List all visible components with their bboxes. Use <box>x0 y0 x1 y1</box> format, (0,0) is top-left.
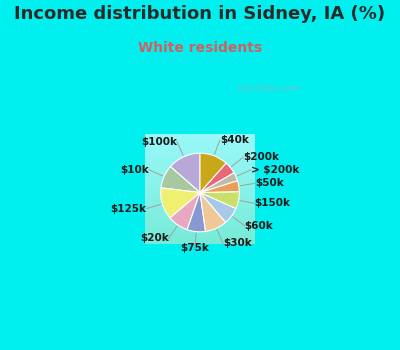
Text: $125k: $125k <box>111 204 147 214</box>
Wedge shape <box>170 193 200 230</box>
Wedge shape <box>170 153 200 193</box>
Text: > $200k: > $200k <box>251 165 299 175</box>
Text: $50k: $50k <box>255 178 284 188</box>
Text: $60k: $60k <box>245 221 274 231</box>
Wedge shape <box>200 163 234 193</box>
Wedge shape <box>161 188 200 218</box>
Wedge shape <box>187 193 206 232</box>
Wedge shape <box>161 167 200 193</box>
Wedge shape <box>200 191 239 209</box>
Wedge shape <box>200 173 238 193</box>
Text: Income distribution in Sidney, IA (%): Income distribution in Sidney, IA (%) <box>14 5 386 23</box>
Text: $40k: $40k <box>220 135 249 146</box>
Text: City-Data.com: City-Data.com <box>236 84 300 93</box>
Text: $20k: $20k <box>140 233 168 244</box>
Text: $100k: $100k <box>141 137 177 147</box>
Text: White residents: White residents <box>138 41 262 55</box>
Text: $75k: $75k <box>180 243 209 253</box>
Text: $30k: $30k <box>223 238 252 248</box>
Wedge shape <box>200 193 236 222</box>
Wedge shape <box>200 181 239 192</box>
Text: $150k: $150k <box>255 198 291 208</box>
Text: $10k: $10k <box>120 165 149 175</box>
Text: $200k: $200k <box>243 152 279 162</box>
Wedge shape <box>200 193 226 231</box>
Wedge shape <box>200 153 226 193</box>
